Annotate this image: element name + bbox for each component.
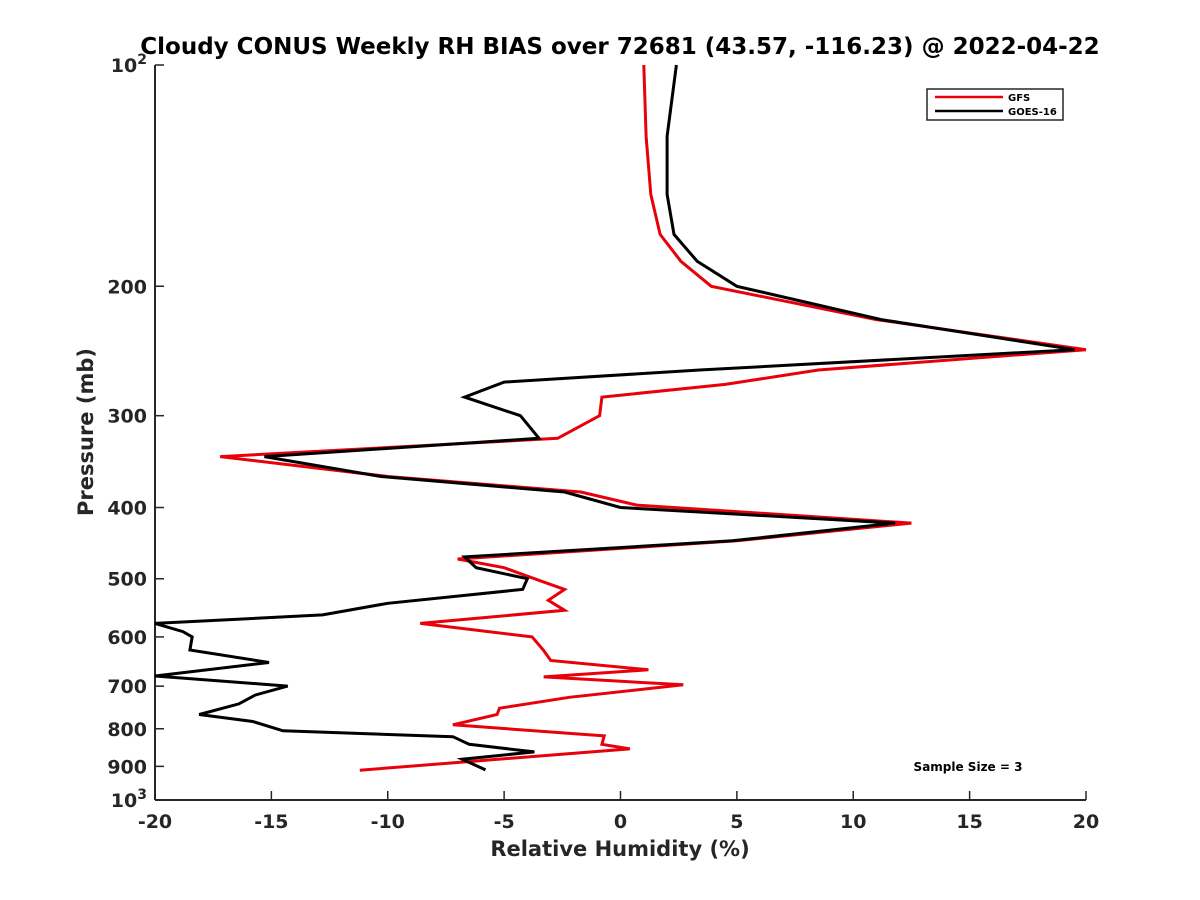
legend: GFS GOES-16	[926, 88, 1064, 121]
series-lines	[154, 64, 1087, 772]
sample-size-annotation: Sample Size = 3	[914, 760, 1023, 774]
chart-title: Cloudy CONUS Weekly RH BIAS over 72681 (…	[140, 34, 1099, 60]
y-tick-label: 400	[107, 498, 147, 520]
legend-label-goes16: GOES-16	[1008, 107, 1057, 118]
y-axis-label: Pressure (mb)	[74, 348, 98, 516]
x-axis-ticks: -20 -15 -10 -5 0 5 10 15 20	[138, 791, 1099, 833]
y-tick-label: 600	[107, 627, 147, 649]
plot-frame	[154, 65, 1086, 801]
x-tick-label: 10	[840, 811, 866, 833]
legend-label-gfs: GFS	[1008, 93, 1030, 104]
series-line-goes16	[154, 64, 1075, 772]
x-tick-label: 0	[614, 811, 627, 833]
y-tick-label: 900	[107, 756, 147, 778]
x-tick-label: -5	[494, 811, 515, 833]
y-tick-label: 500	[107, 569, 147, 591]
y-tick-label: 300	[107, 406, 147, 428]
x-tick-label: 15	[956, 811, 982, 833]
y-tick-label: 800	[107, 719, 147, 741]
y-tick-label: 700	[107, 676, 147, 698]
y-axis-ticks: 102 200 300 400 500 600 700 800 900 103	[107, 52, 164, 812]
x-tick-label: -10	[371, 811, 405, 833]
x-tick-label: 20	[1073, 811, 1099, 833]
y-tick-label: 103	[111, 787, 147, 812]
x-axis-label: Relative Humidity (%)	[490, 837, 749, 861]
y-tick-label: 102	[111, 52, 147, 77]
x-tick-label: 5	[730, 811, 743, 833]
y-tick-label: 200	[107, 276, 147, 298]
x-tick-label: -20	[138, 811, 172, 833]
legend-box	[926, 88, 1064, 121]
x-tick-label: -15	[254, 811, 288, 833]
series-line-gfs	[220, 64, 1087, 772]
